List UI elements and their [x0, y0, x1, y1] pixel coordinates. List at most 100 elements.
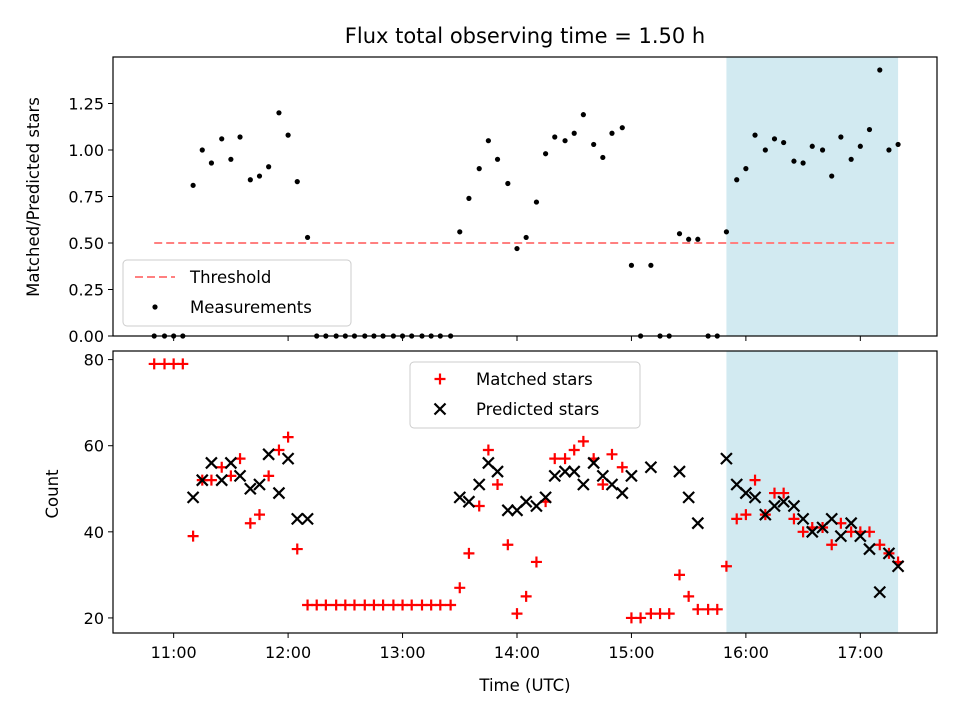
measurement-point — [734, 177, 740, 183]
predicted-star-point — [682, 491, 695, 504]
measurement-point — [800, 160, 806, 166]
measurement-point — [791, 158, 797, 164]
predicted-star-point — [748, 491, 762, 504]
measurement-point — [771, 136, 778, 142]
predicted-star-point — [501, 504, 515, 517]
matched-star-point — [253, 509, 265, 521]
measurement-point — [743, 166, 749, 172]
predicted-star-point — [519, 495, 533, 508]
predicted-star-point — [186, 491, 200, 504]
predicted-star-point — [768, 499, 781, 513]
matched-star-point — [463, 547, 475, 559]
y-tick-label: 0.75 — [68, 188, 104, 207]
predicted-star-point — [577, 478, 590, 491]
matched-star-point — [720, 560, 732, 572]
predicted-star-point — [873, 585, 887, 599]
matched-star-point — [148, 358, 160, 370]
matched-star-point — [788, 513, 800, 525]
predicted-star-point — [825, 512, 838, 526]
x-tick-label: 16:00 — [723, 643, 769, 662]
predicted-star-point — [472, 478, 486, 491]
measurement-point — [228, 156, 234, 162]
matched-star-point — [291, 543, 303, 555]
matched-star-point — [749, 474, 761, 486]
predicted-star-point — [863, 542, 876, 556]
predicted-star-point — [834, 529, 848, 543]
predicted-star-point — [462, 495, 476, 508]
y-tick-label: 0.00 — [68, 327, 104, 346]
y-tick-label: 20 — [84, 609, 104, 628]
measurement-point — [457, 229, 463, 235]
measurement-point — [514, 245, 520, 252]
top-legend: Threshold Measurements — [122, 259, 352, 327]
predicted-star-point — [787, 499, 801, 513]
measurement-point — [552, 134, 558, 140]
predicted-star-point — [605, 478, 619, 491]
predicted-star-point — [673, 465, 686, 478]
matched-star-point — [635, 612, 647, 624]
measurement-point — [485, 138, 491, 144]
matched-star-point — [606, 448, 618, 460]
matched-star-point — [511, 608, 523, 620]
matched-star-point — [616, 461, 628, 473]
y-tick-label: 0.50 — [68, 234, 104, 253]
legend-box — [409, 361, 641, 429]
legend-measurements-swatch — [152, 304, 158, 310]
predicted-star-point — [233, 469, 247, 483]
measurement-point — [886, 147, 892, 153]
measurement-point — [266, 164, 272, 170]
matched-star-point — [177, 358, 189, 370]
predicted-star-point — [558, 465, 572, 478]
matched-star-point — [597, 478, 609, 490]
matched-star-point — [348, 599, 360, 611]
observing-window-span — [726, 351, 899, 633]
predicted-star-point — [433, 402, 447, 416]
predicted-star-point — [244, 482, 257, 496]
measurement-point — [199, 147, 205, 153]
y-tick-label: 40 — [84, 523, 104, 542]
predicted-star-point — [272, 486, 286, 500]
measurement-point — [848, 156, 854, 162]
predicted-star-point — [290, 512, 304, 526]
measurement-point — [695, 236, 701, 242]
matched-star-point — [282, 431, 294, 443]
predicted-star-point — [195, 473, 209, 487]
bottom-y-axis-label: Count — [43, 469, 62, 519]
measurement-point — [294, 179, 300, 185]
chart-title: Flux total observing time = 1.50 h — [345, 24, 705, 48]
measurement-point — [781, 139, 787, 146]
predicted-star-point — [854, 529, 867, 543]
predicted-star-point — [215, 473, 228, 487]
matched-star-point — [205, 474, 217, 486]
measurement-point — [276, 110, 282, 116]
predicted-star-point — [301, 512, 314, 526]
measurement-point — [304, 234, 311, 241]
measurement-point — [505, 180, 511, 187]
matched-star-point — [434, 373, 446, 385]
matched-star-point — [445, 599, 457, 611]
top-y-axis-label: Matched/Predicted stars — [24, 97, 43, 297]
predicted-star-point — [625, 469, 638, 483]
measurement-point — [543, 151, 549, 157]
matched-star-point — [740, 509, 752, 521]
measurement-point — [895, 141, 901, 148]
matched-star-point — [263, 470, 275, 482]
measurement-point — [219, 136, 225, 142]
measurement-point — [571, 130, 577, 136]
x-tick-label: 13:00 — [379, 643, 425, 662]
bottom-x-axis-label: Time (UTC) — [478, 676, 570, 695]
x-tick-label: 15:00 — [608, 643, 654, 662]
measurement-point — [247, 177, 253, 183]
matched-star-point — [320, 599, 332, 611]
matched-star-point — [731, 513, 743, 525]
matched-star-point — [874, 539, 886, 551]
matched-star-point — [406, 599, 418, 611]
legend-box — [122, 259, 352, 327]
x-tick-label: 14:00 — [494, 643, 540, 662]
measurement-point — [619, 125, 625, 131]
predicted-star-point — [262, 448, 275, 461]
matched-star-point — [778, 487, 790, 499]
matched-star-point — [568, 444, 580, 456]
matched-star-point — [674, 569, 685, 581]
predicted-star-point — [224, 456, 238, 470]
